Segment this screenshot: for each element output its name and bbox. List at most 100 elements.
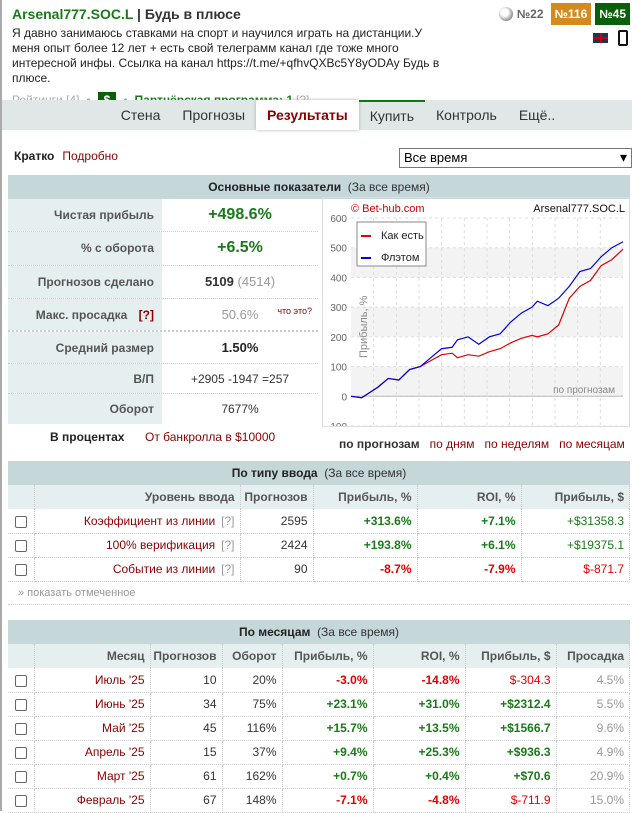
section-period: (За все время): [347, 180, 430, 194]
count-cell: 2595: [240, 509, 314, 534]
profit-pct-cell: +23.1%: [282, 692, 374, 717]
y-tick-label: 0: [341, 392, 347, 403]
stat-label: В/П: [8, 364, 162, 393]
row-checkbox[interactable]: [8, 557, 35, 582]
main-stats: Чистая прибыль +498.6% % с оборота +6.5% П…: [8, 199, 318, 424]
row-checkbox[interactable]: [8, 740, 35, 765]
level-help[interactable]: [?]: [221, 538, 235, 552]
bankroll-toggle[interactable]: От банкролла в $10000: [145, 430, 276, 444]
in-percent-toggle[interactable]: В процентах: [50, 430, 125, 444]
level-help[interactable]: [?]: [221, 513, 235, 528]
level-name[interactable]: Событие из линии: [112, 562, 216, 576]
detailed-view-link[interactable]: Подробно: [62, 149, 118, 163]
col-roi: ROI, %: [373, 644, 466, 668]
description: Я давно занимаюсь ставками на спорт и на…: [12, 26, 440, 85]
profit-usd-cell: +$70.6: [465, 764, 557, 789]
roi-cell: +13.5%: [373, 716, 466, 741]
profit-pct-cell: +0.7%: [282, 764, 374, 789]
month-row: Июль '25 10 20% -3.0% -14.8% $-304.3 4.5…: [8, 668, 630, 693]
rank-badges: №22 №116 №45: [498, 3, 630, 25]
month-cell[interactable]: Май '25: [34, 716, 151, 741]
level-name[interactable]: Коэффициент из линии: [83, 513, 216, 528]
level-name[interactable]: 100% верификация: [106, 538, 216, 552]
y-tick-label: -100: [327, 422, 347, 426]
count-cell: 15: [150, 740, 223, 765]
tab-more[interactable]: Ещё..: [518, 107, 556, 123]
turnover-cell: 37%: [222, 740, 283, 765]
forecasts-settled: (4514): [237, 274, 276, 289]
drawdown-help[interactable]: [?]: [138, 308, 154, 322]
tab-results[interactable]: Результаты: [256, 100, 359, 130]
roi-cell: -14.8%: [373, 668, 466, 693]
short-view-link[interactable]: Кратко: [14, 149, 55, 163]
view-by-days[interactable]: по дням: [429, 437, 475, 451]
turnover-cell: 20%: [222, 668, 283, 693]
slogan: Будь в плюсе: [144, 6, 241, 22]
row-checkbox[interactable]: [8, 668, 35, 693]
drawdown-cell: 4.9%: [556, 740, 630, 765]
profit-pct-cell: -8.7%: [313, 557, 418, 582]
row-checkbox[interactable]: [8, 764, 35, 789]
section-title: По типу ввода: [231, 466, 318, 480]
show-marked-link[interactable]: » показать отмеченное: [8, 581, 630, 605]
col-level: Уровень ввода: [34, 485, 241, 509]
type-row: Коэффициент из линии [?] 2595 +313.6% +7.…: [8, 509, 630, 534]
level-cell: 100% верификация [?]: [34, 533, 241, 558]
chart-title: Arsenal777.SOC.L: [533, 203, 625, 215]
max-drawdown: 50.6%: [221, 307, 259, 322]
tab-forecasts[interactable]: Прогнозы: [182, 107, 246, 123]
profit-usd-cell: $-871.7: [521, 557, 630, 582]
chart-view-switch: по прогнозам по дням по неделям по месяц…: [339, 437, 625, 451]
row-checkbox[interactable]: [8, 788, 35, 813]
profile-header: Arsenal777.SOC.L | Будь в плюсе Я давно …: [12, 6, 452, 108]
turnover: 7677%: [221, 402, 259, 416]
col-month: Месяц: [34, 644, 151, 668]
roi-cell: +7.1%: [417, 509, 522, 534]
view-by-forecasts[interactable]: по прогнозам: [339, 437, 420, 451]
month-cell[interactable]: Июнь '25: [34, 692, 151, 717]
view-by-months[interactable]: по месяцам: [559, 437, 625, 451]
type-row: 100% верификация [?] 2424 +193.8% +6.1% +…: [8, 533, 630, 558]
tab-control[interactable]: Контроль: [436, 107, 497, 123]
mobile-phone-icon[interactable]: [618, 30, 628, 46]
roi-cell: +25.3%: [373, 740, 466, 765]
row-checkbox[interactable]: [8, 692, 35, 717]
profit-usd-cell: +$1566.7: [465, 716, 557, 741]
rank-sport[interactable]: №22: [516, 7, 544, 21]
stat-label: Чистая прибыль: [8, 199, 162, 231]
row-checkbox[interactable]: [8, 509, 35, 534]
separator: |: [137, 6, 141, 22]
y-tick-label: 500: [330, 244, 347, 255]
month-cell[interactable]: Апрель '25: [34, 740, 151, 765]
roi-cell: -7.9%: [417, 557, 522, 582]
profile-tabs: Стена Прогнозы Результаты Купить Контрол…: [2, 100, 632, 130]
month-cell[interactable]: Февраль '25: [34, 788, 151, 813]
avg-stake: 1.50%: [221, 340, 259, 355]
drawdown-cell: 5.5%: [556, 692, 630, 717]
period-select[interactable]: Все время: [399, 148, 632, 168]
profit-usd-cell: $-711.9: [465, 788, 557, 813]
y-tick-label: 100: [330, 363, 347, 374]
month-cell[interactable]: Март '25: [34, 764, 151, 789]
row-checkbox[interactable]: [8, 533, 35, 558]
forecasts-count: 5109: [204, 274, 234, 289]
uk-flag-icon[interactable]: [593, 33, 608, 43]
rank-badge-a[interactable]: №116: [550, 3, 592, 25]
profit-pct-cell: +9.4%: [282, 740, 374, 765]
row-checkbox[interactable]: [8, 716, 35, 741]
view-by-weeks[interactable]: по неделям: [484, 437, 550, 451]
tab-wall[interactable]: Стена: [120, 107, 161, 123]
month-cell[interactable]: Июль '25: [34, 668, 151, 693]
month-row: Июнь '25 34 75% +23.1% +31.0% +$2312.4 5…: [8, 692, 630, 717]
month-row: Апрель '25 15 37% +9.4% +25.3% +$936.3 4…: [8, 740, 630, 765]
tab-buy[interactable]: Купить: [358, 100, 425, 130]
rank-badge-b[interactable]: №45: [595, 3, 630, 25]
level-help[interactable]: [?]: [221, 562, 235, 576]
chart-copyright: © Bet-hub.com: [351, 203, 425, 215]
month-row: Февраль '25 67 148% -7.1% -4.8% $-711.9 …: [8, 788, 630, 813]
y-tick-label: 400: [330, 273, 347, 284]
user-nick[interactable]: Arsenal777.SOC.L: [12, 6, 134, 22]
what-is-this-link[interactable]: что это?: [277, 306, 312, 316]
net-profit: +498.6%: [208, 206, 272, 223]
profit-usd-cell: $-304.3: [465, 668, 557, 693]
